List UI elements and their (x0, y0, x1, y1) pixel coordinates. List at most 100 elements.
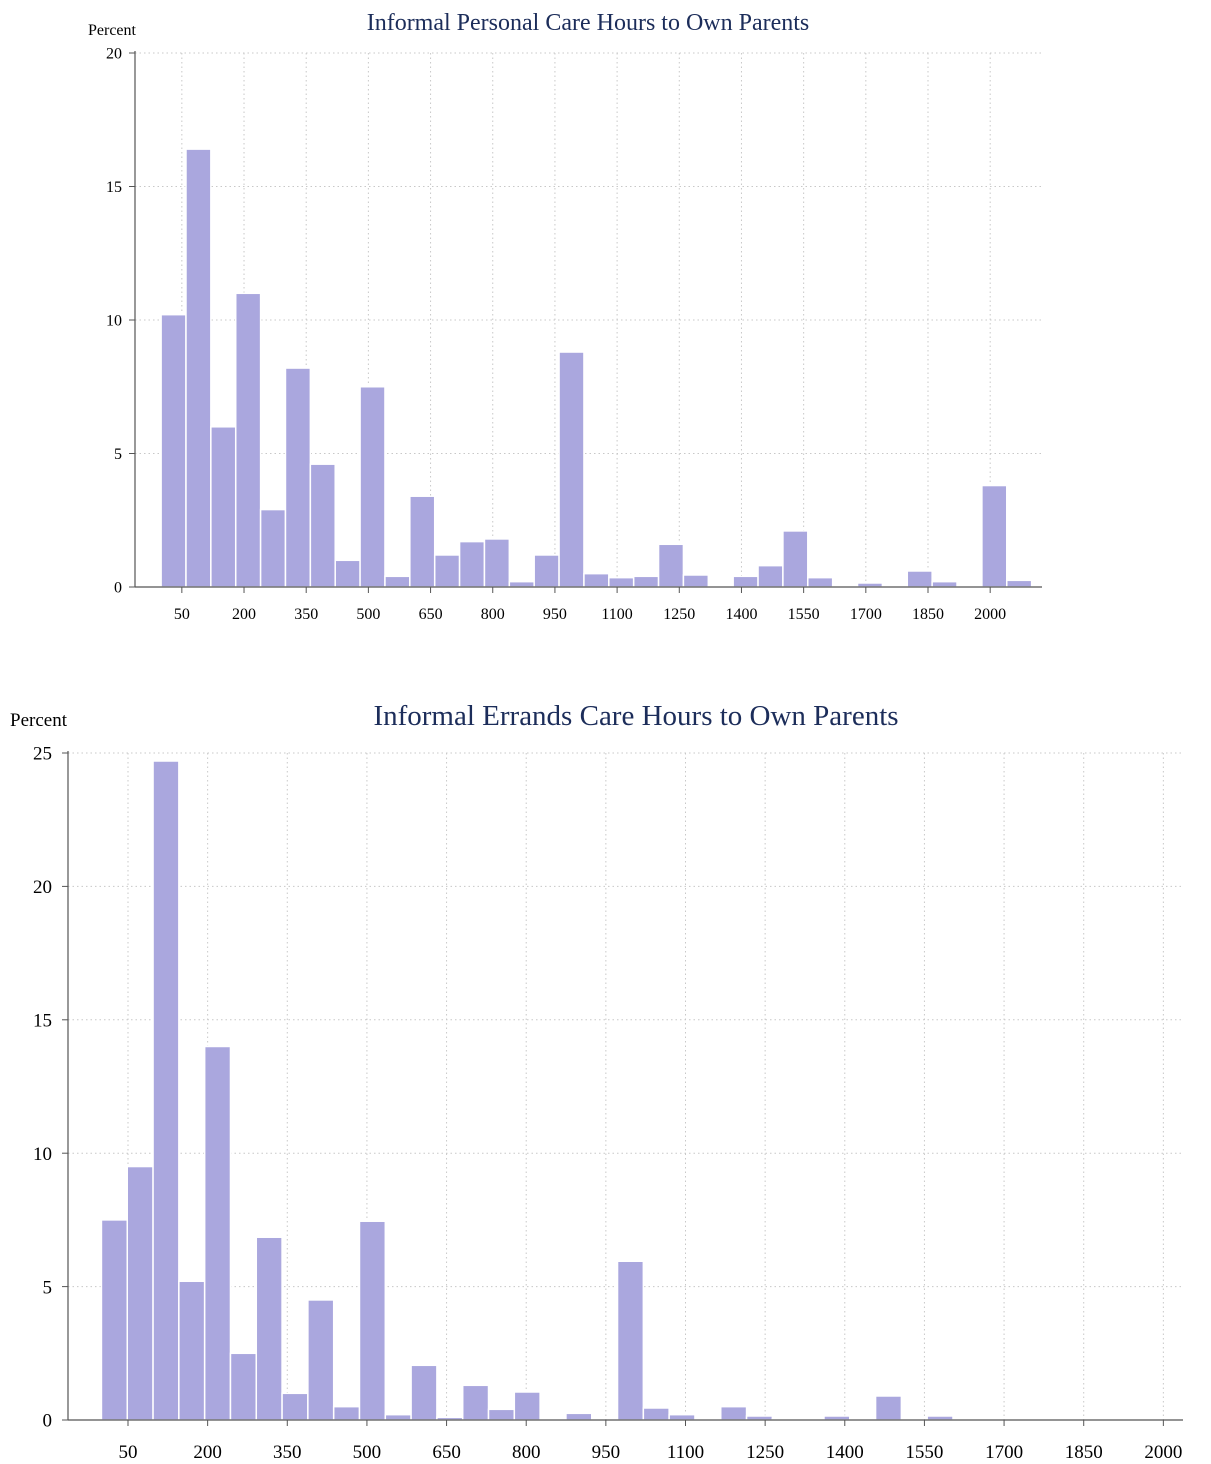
errands-bar (487, 1408, 516, 1421)
personal-bar (234, 292, 262, 588)
personal-bar (458, 540, 486, 588)
errands-x-tick-label: 50 (118, 1442, 137, 1463)
personal-bar (433, 554, 461, 588)
chart-personal-care-svg: Informal Personal Care Hours to Own Pare… (88, 10, 1042, 623)
personal-bar (508, 580, 535, 588)
personal-bar (807, 576, 834, 588)
personal-x-tick-label: 500 (356, 606, 380, 623)
personal-y-tick-label: 15 (106, 179, 122, 196)
personal-bar (856, 582, 884, 588)
personal-x-tick-label: 800 (481, 606, 505, 623)
errands-y-axis-label: Percent (10, 710, 68, 731)
errands-x-tick-label: 1700 (985, 1442, 1023, 1463)
errands-bar (874, 1395, 903, 1421)
errands-bar (616, 1260, 645, 1421)
personal-chart-title: Informal Personal Care Hours to Own Pare… (367, 10, 810, 36)
personal-x-tick-label: 1100 (601, 606, 632, 623)
personal-bar (632, 575, 660, 588)
personal-bar (757, 564, 784, 588)
personal-bar (931, 580, 958, 588)
errands-y-tick-label: 0 (43, 1411, 53, 1432)
errands-x-tick-label: 350 (273, 1442, 302, 1463)
personal-bar (608, 576, 635, 588)
errands-bar (229, 1352, 258, 1421)
errands-bar (513, 1391, 541, 1421)
errands-x-tick-label: 1850 (1065, 1442, 1103, 1463)
personal-x-tick-label: 200 (232, 606, 256, 623)
errands-chart-title: Informal Errands Care Hours to Own Paren… (373, 700, 898, 732)
errands-bar (152, 760, 180, 1421)
personal-bar (558, 351, 585, 588)
personal-y-tick-label: 5 (114, 446, 122, 463)
errands-x-tick-label: 1250 (746, 1442, 784, 1463)
errands-x-tick-label: 2000 (1144, 1442, 1182, 1463)
errands-bar (565, 1412, 593, 1421)
errands-x-tick-label: 950 (592, 1442, 621, 1463)
errands-bar (100, 1219, 129, 1421)
errands-bar (281, 1392, 309, 1421)
errands-bar (307, 1299, 335, 1421)
personal-y-tick-label: 20 (106, 46, 122, 63)
errands-bar (332, 1405, 361, 1421)
personal-bar (906, 570, 933, 588)
personal-bar (359, 386, 386, 588)
chart-errands-care-svg: Informal Errands Care Hours to Own Paren… (10, 700, 1183, 1463)
personal-bar (782, 530, 809, 588)
personal-x-tick-label: 350 (294, 606, 318, 623)
personal-bar (483, 538, 511, 588)
personal-x-tick-label: 1850 (912, 606, 944, 623)
personal-bar (210, 426, 237, 588)
personal-bar (334, 559, 361, 588)
errands-bar (926, 1415, 954, 1421)
personal-x-tick-label: 1550 (788, 606, 820, 623)
errands-x-tick-label: 1100 (667, 1442, 704, 1463)
errands-bar (668, 1413, 696, 1421)
errands-y-tick-label: 15 (33, 1010, 52, 1031)
errands-bar (823, 1415, 851, 1421)
personal-bar (185, 148, 212, 588)
personal-bar (160, 313, 187, 588)
errands-y-tick-label: 20 (33, 877, 52, 898)
errands-bar (384, 1413, 412, 1421)
personal-bar (732, 575, 759, 588)
errands-bar (410, 1364, 438, 1421)
personal-x-tick-label: 1250 (663, 606, 695, 623)
errands-x-tick-label: 1550 (905, 1442, 943, 1463)
personal-y-axis-label: Percent (88, 22, 137, 39)
personal-x-tick-label: 650 (419, 606, 443, 623)
personal-y-tick-label: 10 (106, 313, 122, 330)
errands-bar (178, 1280, 206, 1421)
errands-bar (358, 1220, 387, 1421)
errands-x-tick-label: 200 (193, 1442, 222, 1463)
personal-y-tick-label: 0 (114, 580, 122, 597)
errands-bar (745, 1415, 774, 1421)
personal-x-tick-label: 1700 (850, 606, 882, 623)
errands-bar (642, 1407, 670, 1421)
errands-bar (461, 1384, 490, 1421)
personal-bar (533, 554, 560, 588)
errands-bar (255, 1236, 283, 1421)
personal-bar (284, 367, 312, 588)
chart-errands-care: Informal Errands Care Hours to Own Paren… (0, 690, 1211, 1464)
personal-bar (384, 575, 411, 588)
errands-bar (203, 1045, 232, 1421)
personal-x-tick-label: 50 (174, 606, 190, 623)
personal-bar (409, 495, 436, 588)
errands-x-tick-label: 1400 (826, 1442, 864, 1463)
errands-bar (126, 1165, 154, 1421)
personal-bar (583, 572, 610, 588)
errands-x-tick-label: 650 (432, 1442, 461, 1463)
personal-bar (309, 463, 336, 588)
errands-y-tick-label: 25 (33, 744, 52, 765)
chart-personal-care: Informal Personal Care Hours to Own Pare… (0, 0, 1211, 640)
errands-x-tick-label: 800 (512, 1442, 541, 1463)
personal-bar (981, 484, 1008, 588)
personal-bar (259, 508, 287, 588)
personal-bar (1006, 579, 1033, 588)
errands-y-tick-label: 10 (33, 1144, 52, 1165)
errands-y-tick-label: 5 (43, 1277, 53, 1298)
personal-x-tick-label: 1400 (725, 606, 757, 623)
errands-x-tick-label: 500 (353, 1442, 382, 1463)
personal-bar (682, 574, 710, 588)
personal-x-tick-label: 2000 (974, 606, 1006, 623)
